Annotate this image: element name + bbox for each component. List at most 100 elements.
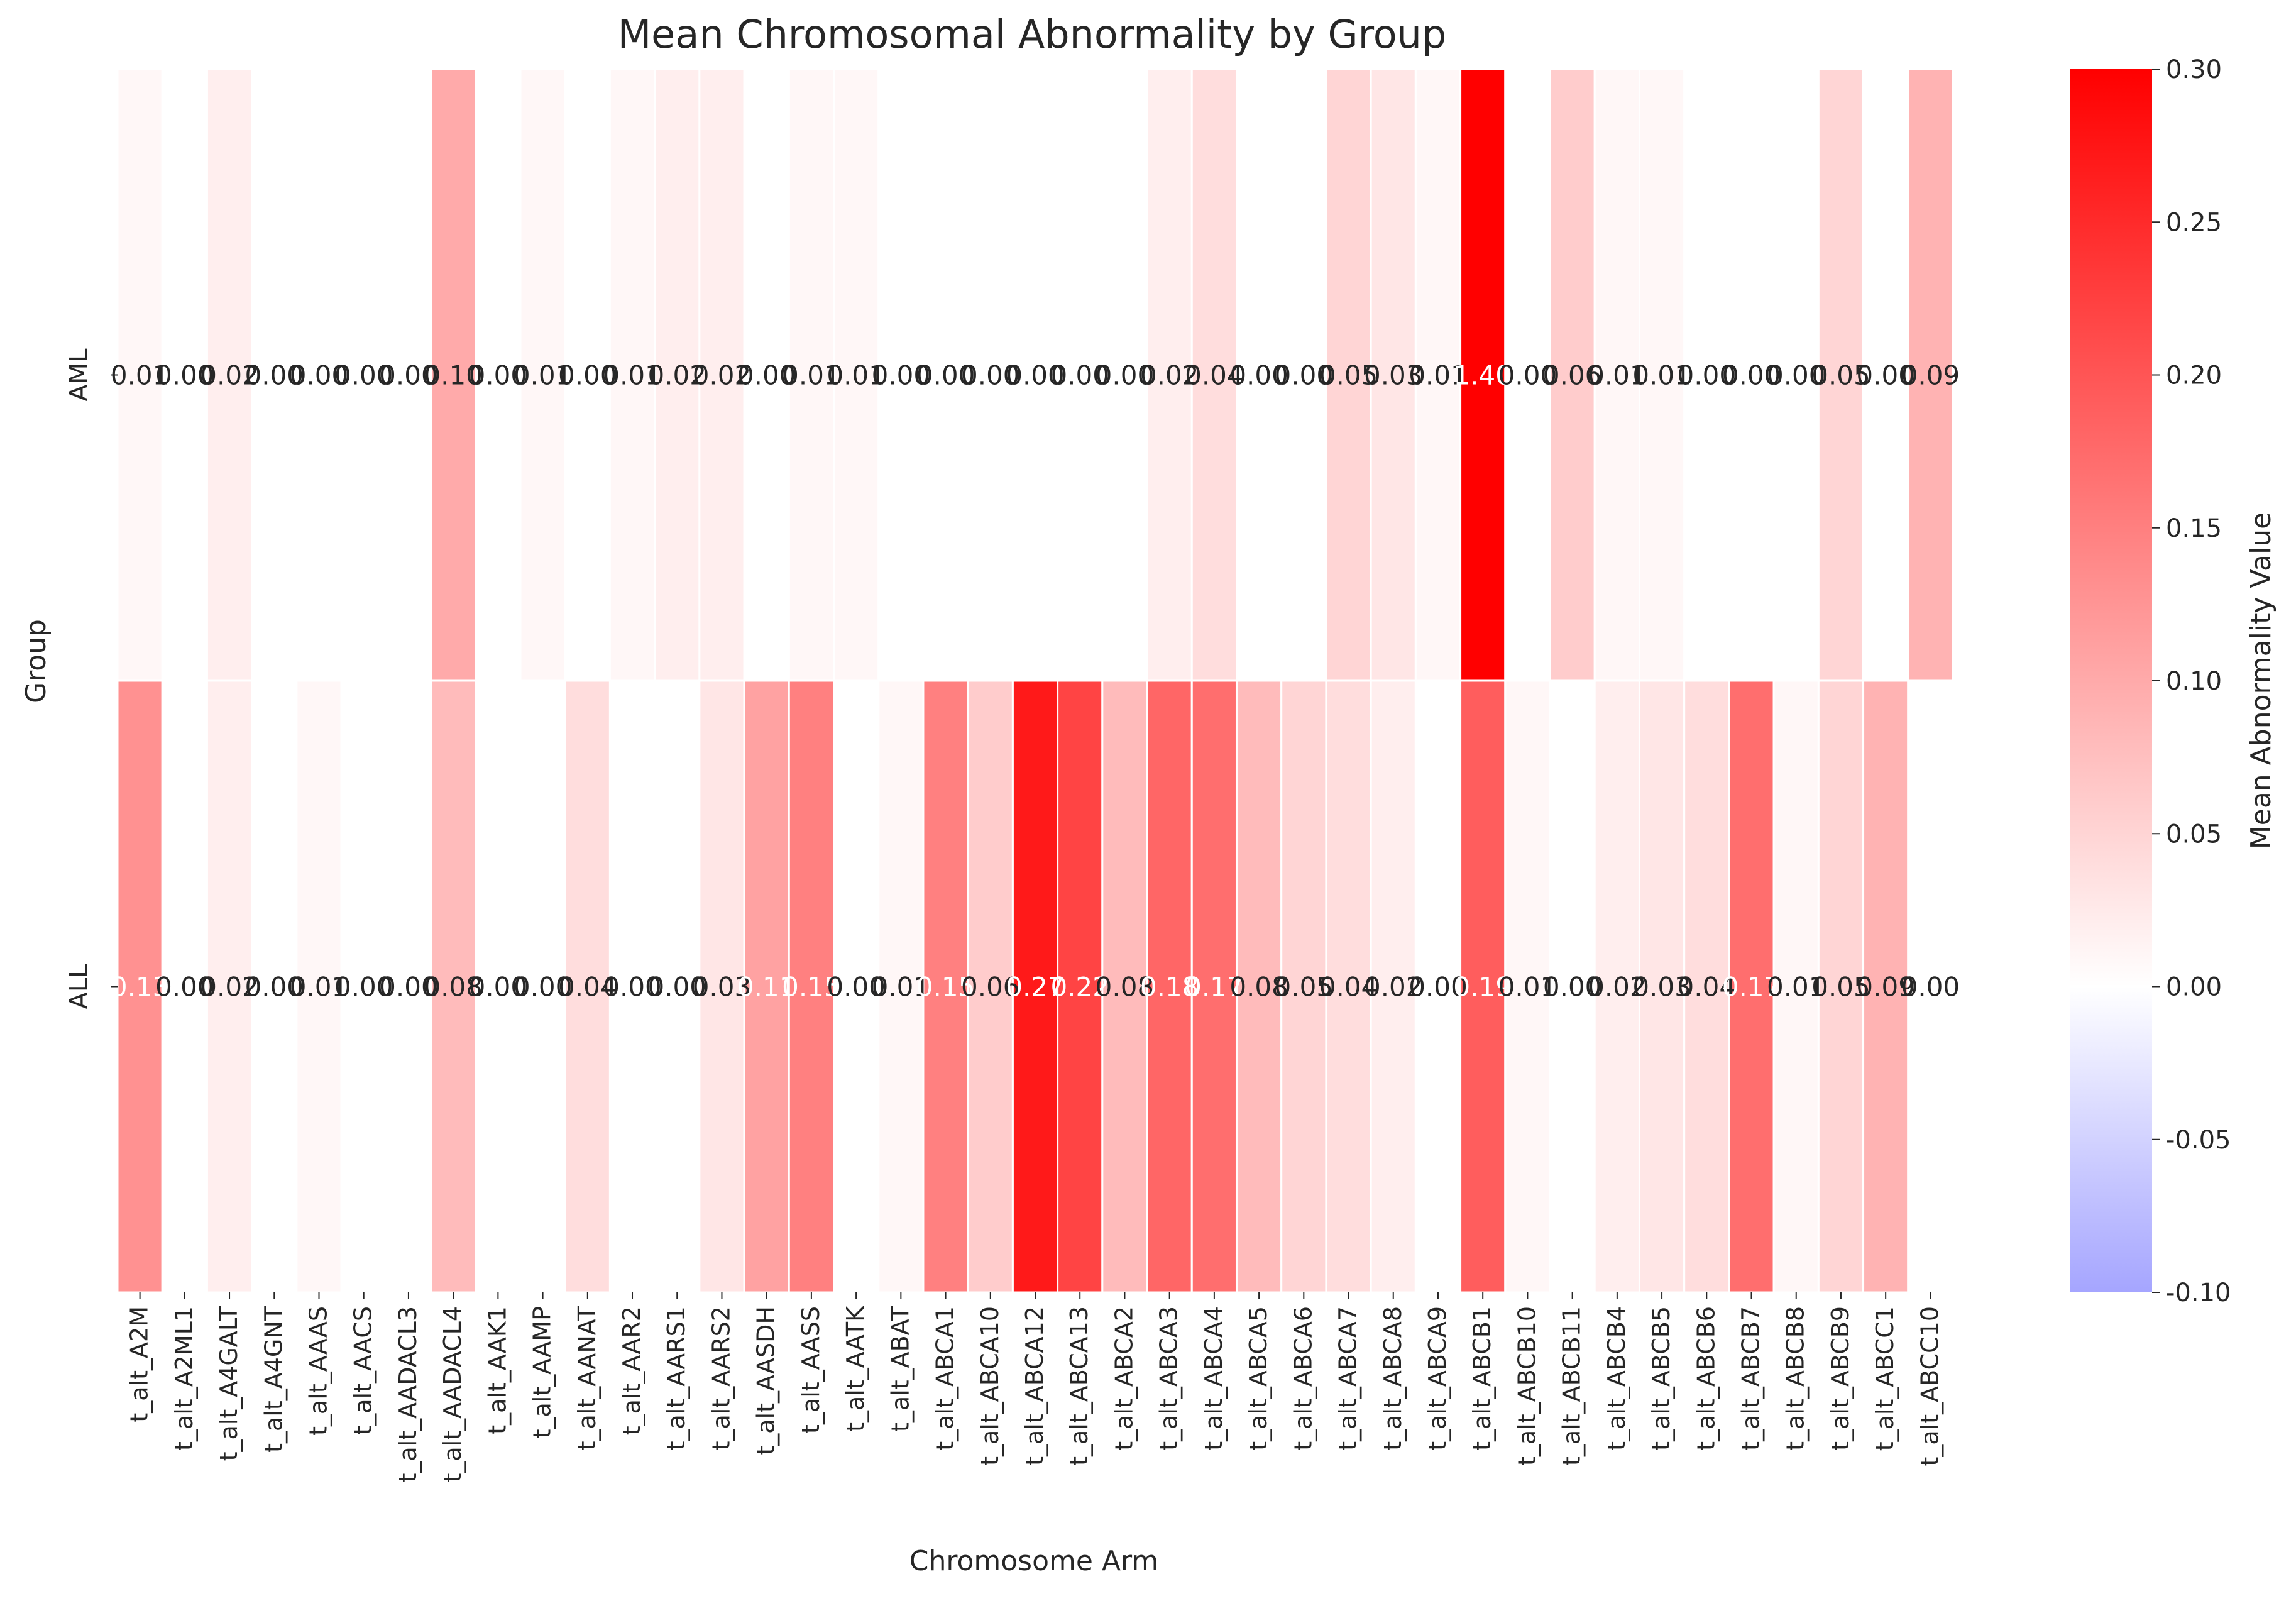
cell-value-label: 0.15 <box>782 972 841 1003</box>
cell-value-label: 0.00 <box>1543 972 1602 1003</box>
x-tick-label: t_alt_ABCB1 <box>1468 1306 1496 1451</box>
y-axis-label: Group <box>20 619 52 703</box>
x-tick-label: t_alt_ABCB8 <box>1782 1306 1810 1451</box>
cell-value-label: 0.03 <box>693 972 752 1003</box>
cell-value-label: 0.00 <box>1050 360 1109 391</box>
x-tick-label: t_alt_ABCA6 <box>1289 1306 1317 1451</box>
cell-value-label: 0.03 <box>1632 972 1691 1003</box>
cell-value-label: 0.05 <box>1811 360 1870 391</box>
colorbar-tick-label: -0.05 <box>2166 1126 2231 1155</box>
cell-value-label: 0.00 <box>334 972 393 1003</box>
cell-value-label: 0.00 <box>1678 360 1737 391</box>
cell-value-label: 0.17 <box>1185 972 1244 1003</box>
colorbar-tick-label: 0.20 <box>2166 361 2222 390</box>
x-tick-label: t_alt_AARS1 <box>662 1306 690 1450</box>
colorbar-tick-label: 0.15 <box>2166 514 2222 543</box>
heatmap-cell <box>519 679 566 1294</box>
cell-value-label: 0.00 <box>1409 972 1468 1003</box>
cell-value-label: 0.00 <box>334 360 393 391</box>
x-tick-label: t_alt_ABCA10 <box>976 1306 1004 1466</box>
cell-value-label: 0.01 <box>782 360 841 391</box>
cell-value-label: 0.27 <box>1006 972 1065 1003</box>
cell-value-label: 0.08 <box>1096 972 1155 1003</box>
heatmap-cell <box>1772 679 1820 1294</box>
x-tick-label: t_alt_AASS <box>797 1306 825 1434</box>
heatmap-cell <box>1459 68 1507 682</box>
cell-value-label: 0.00 <box>469 360 528 391</box>
cell-value-label: 0.18 <box>1140 972 1199 1003</box>
cell-value-label: 0.00 <box>1006 360 1065 391</box>
cell-value-label: 0.02 <box>200 972 259 1003</box>
heatmap-cell <box>385 679 432 1294</box>
x-tick-label: t_alt_ABCB6 <box>1692 1306 1720 1451</box>
heatmap-cell <box>1370 68 1417 682</box>
x-tick-label: t_alt_ABCA3 <box>1155 1306 1183 1451</box>
colorbar-tick-label: 0.00 <box>2166 973 2222 1002</box>
cell-value-label: 0.00 <box>1901 972 1960 1003</box>
heatmap-cell <box>877 68 925 682</box>
cell-value-label: 0.01 <box>1632 360 1691 391</box>
heatmap-cell <box>1862 679 1909 1294</box>
cell-value-label: 0.13 <box>111 972 170 1003</box>
y-tick-labels: AML ALL <box>65 348 118 1010</box>
heatmap-cell <box>1057 68 1104 682</box>
heatmap-cell <box>877 679 925 1294</box>
colorbar-tick-label: 0.10 <box>2166 667 2222 696</box>
heatmap-cell <box>1101 68 1148 682</box>
x-tick-label: t_alt_A2ML1 <box>170 1306 198 1451</box>
cell-value-label: 0.00 <box>647 972 706 1003</box>
heatmap-cell <box>1101 679 1148 1294</box>
heatmap-cell <box>340 679 387 1294</box>
cell-value-label: 0.05 <box>1319 360 1378 391</box>
x-tick-label: t_alt_AADACL4 <box>439 1306 466 1483</box>
heatmap-cell <box>922 68 969 682</box>
cell-value-label: 0.19 <box>1453 972 1512 1003</box>
cell-value-label: 0.00 <box>245 972 304 1003</box>
heatmap-cell <box>1190 679 1238 1294</box>
heatmap-cell <box>1638 679 1686 1294</box>
heatmap-cell <box>698 679 745 1294</box>
heatmap-cell <box>1728 68 1775 682</box>
cell-value-label: 0.01 <box>827 360 886 391</box>
cell-value-label: 0.00 <box>379 360 438 391</box>
x-tick-label: t_alt_AARS2 <box>707 1306 735 1450</box>
cell-value-label: 0.00 <box>603 972 662 1003</box>
cell-value-label: 0.00 <box>558 360 617 391</box>
heatmap-cell <box>1235 679 1283 1294</box>
heatmap-cell <box>475 679 522 1294</box>
x-tick-label: t_alt_ABCA8 <box>1379 1306 1407 1451</box>
x-axis-label: Chromosome Arm <box>909 1545 1158 1577</box>
heatmap-cell <box>116 68 163 682</box>
cell-value-label: 0.00 <box>245 360 304 391</box>
x-tick-label: t_alt_ABCB5 <box>1647 1306 1675 1451</box>
cell-value-label: 0.00 <box>469 972 528 1003</box>
y-tick-label: ALL <box>65 964 94 1010</box>
cell-value-label: 0.04 <box>558 972 617 1003</box>
cell-value-label: 0.01 <box>1498 972 1557 1003</box>
cell-value-label: 0.04 <box>1319 972 1378 1003</box>
cell-value-label: 0.00 <box>1275 360 1334 391</box>
cell-value-label: 0.00 <box>1722 360 1781 391</box>
cell-value-label: 0.01 <box>1588 360 1647 391</box>
heatmap-cell <box>161 679 208 1294</box>
x-tick-label: t_alt_ABCB7 <box>1737 1306 1765 1451</box>
heatmap-cell <box>161 68 208 682</box>
cell-value-label: 0.09 <box>1901 360 1960 391</box>
cell-value-label: 0.17 <box>1722 972 1781 1003</box>
x-tick-label: t_alt_AAAS <box>304 1306 332 1436</box>
x-tick-label: t_alt_A2M <box>126 1306 153 1422</box>
heatmap-cell <box>608 679 656 1294</box>
heatmap-cell <box>1280 68 1327 682</box>
cell-value-label: 0.02 <box>693 360 752 391</box>
x-tick-label: t_alt_ABCC1 <box>1871 1306 1899 1451</box>
cell-value-label: 0.15 <box>916 972 975 1003</box>
cell-value-label: 0.00 <box>290 360 349 391</box>
x-tick-label: t_alt_ABCB4 <box>1603 1306 1630 1451</box>
cell-value-label: 0.01 <box>603 360 662 391</box>
cell-value-label: 0.00 <box>916 360 975 391</box>
cell-value-label: 0.00 <box>1096 360 1155 391</box>
cell-value-label: 0.00 <box>379 972 438 1003</box>
cell-value-label: 0.03 <box>1364 360 1423 391</box>
heatmap-cell <box>1862 68 1909 682</box>
